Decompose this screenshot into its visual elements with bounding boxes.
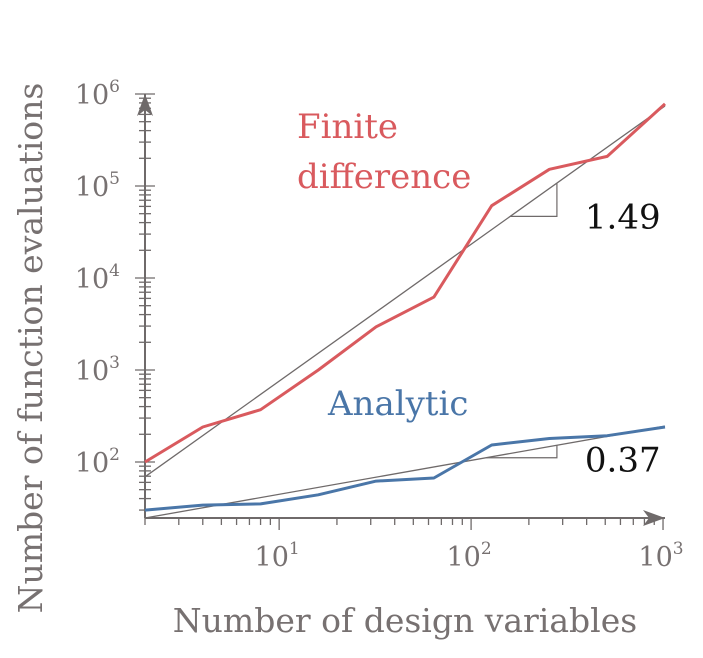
series-label-finite-difference: difference <box>297 157 471 197</box>
series-line <box>144 102 667 464</box>
y-axis-title: Number of function evaluations <box>11 83 50 614</box>
y-tick-label: 105 <box>75 169 120 203</box>
y-tick-label: 103 <box>75 353 120 387</box>
series-label-analytic: Analytic <box>327 384 468 424</box>
slope-triangle <box>486 445 558 459</box>
y-tick-label: 102 <box>75 445 120 479</box>
y-tick-label: 104 <box>75 261 120 295</box>
axes: 101 102 103 102 103 104 105 106 <box>75 77 684 573</box>
fit-line <box>144 425 666 519</box>
slope-label: 0.37 <box>585 441 661 481</box>
y-tick-label: 106 <box>75 77 120 111</box>
slope-label: 1.49 <box>585 197 661 237</box>
slope-triangle <box>510 183 558 217</box>
x-axis-title: Number of design variables <box>173 601 637 640</box>
y-axis-arrow <box>137 94 153 116</box>
x-tick-label: 101 <box>255 539 300 573</box>
x-tick-label: 102 <box>446 539 491 573</box>
series-lines <box>144 102 667 512</box>
fit-line <box>144 105 666 478</box>
labels: 1.49 Finite difference 0.37 Analytic <box>297 107 661 481</box>
series-label-finite-difference: Finite <box>297 107 398 147</box>
x-tick-label: 103 <box>638 539 683 573</box>
fit-lines <box>144 105 666 519</box>
series-line <box>144 425 666 512</box>
